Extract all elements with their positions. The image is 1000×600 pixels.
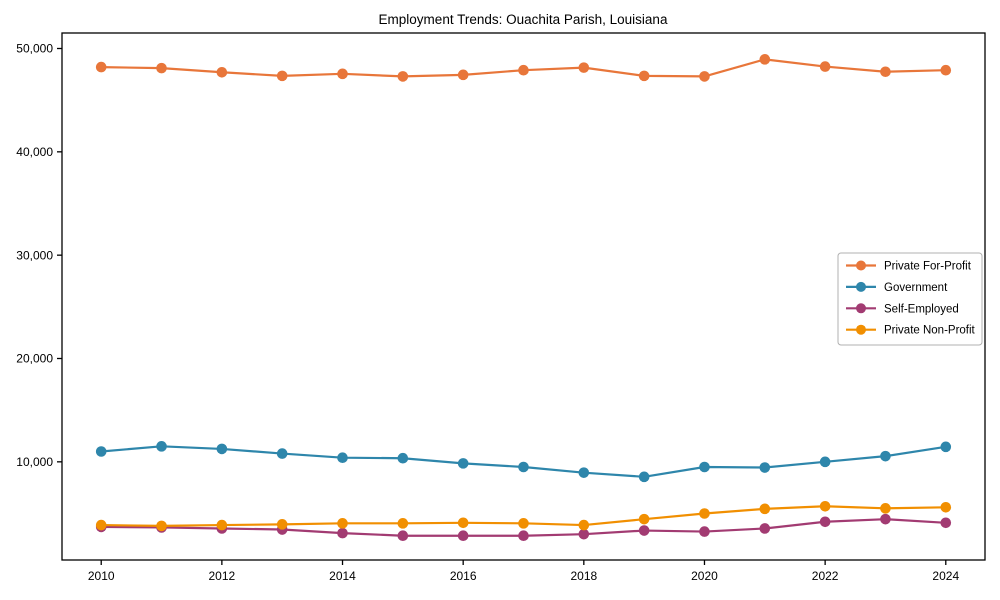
data-point-private-non-profit-2017 — [518, 518, 529, 529]
data-point-private-non-profit-2022 — [819, 500, 831, 512]
data-point-government-2022 — [819, 456, 831, 468]
data-point-private-non-profit-2012 — [216, 519, 228, 531]
x-tick-label: 2018 — [570, 569, 597, 583]
data-point-government-2013 — [276, 448, 288, 459]
data-point-self-employed-2022 — [819, 516, 831, 528]
data-point-government-2012 — [216, 443, 228, 455]
y-tick-label: 30,000 — [16, 248, 53, 262]
data-point-government-2024 — [940, 441, 952, 453]
data-point-government-2010 — [95, 446, 107, 457]
axes-frame — [61, 32, 986, 561]
data-point-private-non-profit-2016 — [457, 517, 469, 529]
data-point-private-for-profit-2017 — [518, 64, 529, 76]
legend-marker-private-non-profit — [856, 324, 866, 335]
data-point-government-2015 — [397, 452, 409, 464]
data-point-private-non-profit-2020 — [699, 508, 710, 519]
data-point-self-employed-2021 — [759, 523, 771, 534]
data-point-private-for-profit-2018 — [578, 62, 590, 73]
x-tick-label: 2010 — [88, 569, 115, 583]
y-tick-label: 40,000 — [16, 145, 53, 159]
data-point-government-2023 — [880, 450, 891, 462]
data-point-self-employed-2017 — [518, 530, 529, 542]
data-point-self-employed-2015 — [397, 530, 409, 542]
data-point-self-employed-2020 — [699, 526, 710, 537]
data-point-private-non-profit-2010 — [95, 519, 107, 531]
legend-label-self-employed: Self-Employed — [884, 303, 959, 315]
chart-title: Employment Trends: Ouachita Parish, Loui… — [379, 12, 668, 27]
data-point-private-non-profit-2014 — [337, 518, 348, 529]
y-tick-label: 50,000 — [16, 42, 53, 56]
data-point-private-for-profit-2024 — [940, 64, 952, 76]
x-tick-label: 2012 — [209, 569, 236, 583]
data-point-private-for-profit-2021 — [759, 54, 771, 65]
data-point-private-for-profit-2020 — [699, 71, 710, 82]
y-tick-label: 10,000 — [16, 455, 53, 469]
legend-marker-government — [856, 281, 866, 292]
x-tick-label: 2014 — [329, 569, 356, 583]
legend-marker-private-for-profit — [856, 260, 866, 271]
data-point-private-for-profit-2015 — [397, 71, 409, 82]
data-point-private-for-profit-2019 — [638, 70, 650, 82]
x-tick-label: 2024 — [932, 569, 959, 583]
legend-label-private-for-profit: Private For-Profit — [884, 261, 972, 273]
data-point-self-employed-2019 — [638, 525, 650, 536]
data-point-private-non-profit-2019 — [638, 513, 650, 525]
y-tick-label: 20,000 — [16, 352, 53, 366]
data-point-private-non-profit-2023 — [880, 503, 891, 514]
x-tick-label: 2022 — [812, 569, 839, 583]
data-point-government-2020 — [699, 461, 710, 473]
data-point-private-for-profit-2014 — [337, 68, 348, 80]
x-tick-label: 2020 — [691, 569, 718, 583]
data-point-private-non-profit-2024 — [940, 502, 952, 513]
x-tick-label: 2016 — [450, 569, 477, 583]
legend: Private For-Profit Government Self-Employe… — [837, 252, 983, 346]
data-point-government-2014 — [337, 452, 348, 464]
data-point-private-for-profit-2013 — [276, 70, 288, 82]
data-point-private-for-profit-2022 — [819, 61, 831, 72]
data-point-self-employed-2023 — [880, 513, 891, 525]
data-point-private-for-profit-2011 — [156, 62, 167, 74]
data-point-private-non-profit-2021 — [759, 503, 771, 515]
data-point-self-employed-2016 — [457, 530, 469, 542]
data-point-government-2021 — [759, 462, 771, 473]
data-point-private-for-profit-2012 — [216, 66, 228, 78]
data-point-government-2018 — [578, 467, 590, 478]
data-point-private-non-profit-2015 — [397, 518, 409, 529]
data-point-self-employed-2014 — [337, 527, 348, 539]
data-point-self-employed-2018 — [578, 528, 590, 540]
plot-area: 10,000 20,000 30,000 40,000 50,000 2010 2012 20… — [16, 32, 986, 583]
data-point-private-for-profit-2023 — [880, 66, 891, 78]
data-point-government-2019 — [638, 471, 650, 483]
data-point-private-for-profit-2010 — [95, 61, 107, 73]
legend-box — [837, 252, 983, 346]
data-point-private-non-profit-2011 — [156, 520, 167, 532]
data-point-government-2017 — [518, 461, 529, 473]
data-point-private-for-profit-2016 — [457, 69, 469, 81]
legend-label-government: Government — [884, 282, 948, 294]
legend-marker-self-employed — [856, 303, 866, 314]
data-point-self-employed-2024 — [940, 517, 952, 529]
data-point-government-2016 — [457, 458, 469, 469]
data-point-private-non-profit-2018 — [578, 519, 590, 531]
data-point-private-non-profit-2013 — [276, 519, 288, 530]
legend-label-private-non-profit: Private Non-Profit — [884, 325, 976, 337]
data-point-government-2011 — [156, 441, 167, 452]
